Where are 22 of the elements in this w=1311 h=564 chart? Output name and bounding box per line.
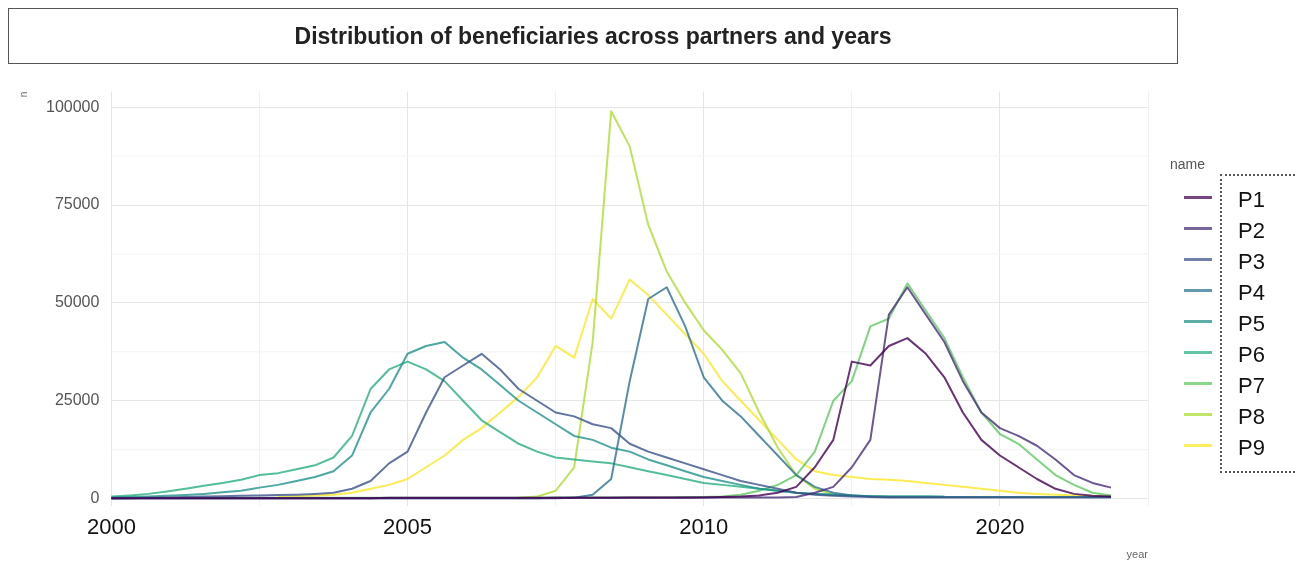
legend-label: P9 — [1238, 433, 1265, 462]
legend-label: P8 — [1238, 402, 1265, 431]
y-tick-label: 25000 — [54, 391, 100, 409]
legend-label: P2 — [1238, 216, 1265, 245]
chart-title: Distribution of beneficiaries across partners and years — [8, 8, 1178, 64]
x-tick-label: 2020 — [975, 513, 1025, 539]
y-tick-label: 100000 — [46, 97, 100, 115]
y-tick-label: 0 — [90, 488, 100, 506]
legend-title: name — [1170, 156, 1207, 172]
y-axis-title: n — [17, 91, 29, 98]
y-tick-label: 75000 — [54, 195, 100, 213]
x-tick-label: 2010 — [679, 513, 729, 539]
legend-label: P3 — [1238, 247, 1265, 276]
legend-label: P5 — [1238, 309, 1265, 338]
y-tick-label: 50000 — [54, 293, 100, 311]
legend-label: P4 — [1238, 278, 1265, 307]
x-tick-label: 2005 — [383, 513, 433, 539]
x-axis-title: year — [1126, 548, 1149, 561]
legend-label: P7 — [1238, 371, 1265, 400]
legend-label: P6 — [1238, 340, 1265, 369]
legend-label: P1 — [1238, 185, 1265, 214]
x-tick-label: 2000 — [86, 513, 136, 539]
